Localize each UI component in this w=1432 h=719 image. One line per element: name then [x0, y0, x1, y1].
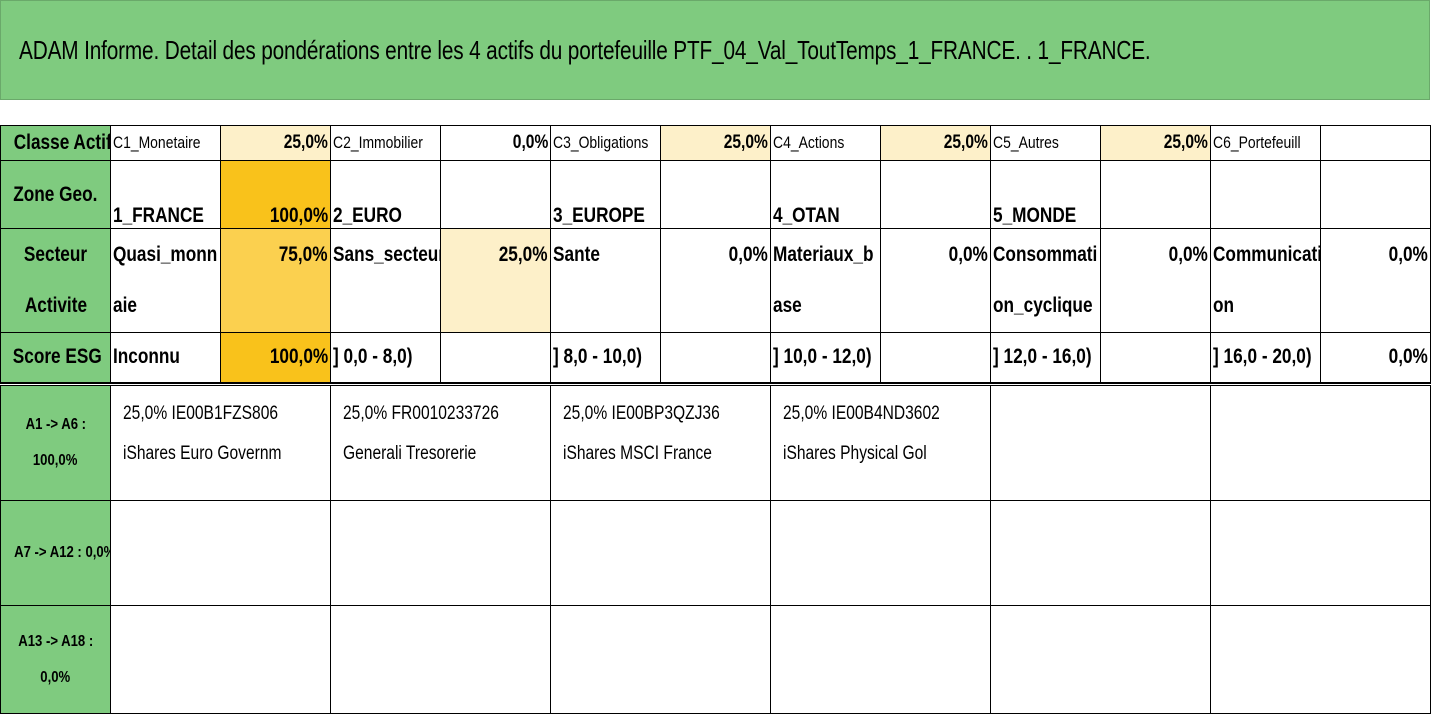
asset-cell-empty	[330, 500, 551, 606]
report-title-bar: ADAM Informe. Detail des pondérations en…	[0, 0, 1430, 100]
cell-classe-pct	[1320, 125, 1431, 161]
cell-zone-name: 2_EURO	[330, 160, 441, 229]
asset-group-row: A1 -> A6 :100,0% 25,0% IE00B1FZS806 iShar…	[0, 385, 1431, 501]
asset-cell-empty	[1210, 385, 1431, 501]
asset-cell-empty	[330, 605, 551, 714]
cell-secteur-pct: 0,0%	[880, 228, 991, 333]
row-label-classe-actif: Classe Actif	[0, 125, 111, 161]
cell-zone-pct	[880, 160, 991, 229]
cell-esg-pct	[660, 332, 771, 383]
cell-classe-name: C4_Actions	[770, 125, 881, 161]
cell-secteur-name: Communicati on	[1210, 228, 1321, 333]
cell-esg-name: ] 16,0 - 20,0)	[1210, 332, 1321, 383]
cell-zone-name: 1_FRANCE	[110, 160, 221, 229]
asset-cell: 25,0% IE00BP3QZJ36 iShares MSCI France	[550, 385, 771, 501]
asset-group-label: A1 -> A6 :100,0%	[0, 385, 111, 501]
cell-esg-pct	[1100, 332, 1211, 383]
cell-zone-pct	[440, 160, 551, 229]
asset-cell-empty	[1210, 500, 1431, 606]
row-zone-geo: Zone Geo. 1_FRANCE 100,0% 2_EURO 3_EUROP…	[0, 160, 1431, 229]
asset-cell-empty	[990, 605, 1211, 714]
row-label-secteur: Secteur Activite	[0, 228, 111, 333]
cell-zone-name: 5_MONDE	[990, 160, 1101, 229]
asset-cell-empty	[990, 385, 1211, 501]
cell-secteur-pct: 0,0%	[1100, 228, 1211, 333]
cell-classe-pct: 25,0%	[220, 125, 331, 161]
asset-cell: 25,0% IE00B1FZS806 iShares Euro Governm	[110, 385, 331, 501]
cell-secteur-name: Materiaux_b ase	[770, 228, 881, 333]
weights-summary-table: Classe Actif C1_Monetaire 25,0% C2_Immob…	[0, 125, 1431, 384]
asset-cell-empty	[550, 605, 771, 714]
cell-secteur-name: Consommati on_cyclique	[990, 228, 1101, 333]
asset-group-label: A13 -> A18 :0,0%	[0, 605, 111, 714]
row-score-esg: Score ESG Inconnu 100,0% ] 0,0 - 8,0) ] …	[0, 332, 1431, 383]
cell-classe-name: C2_Immobilier	[330, 125, 441, 161]
cell-esg-name: ] 10,0 - 12,0)	[770, 332, 881, 383]
asset-cell-empty	[770, 500, 991, 606]
cell-zone-pct	[1320, 160, 1431, 229]
cell-classe-pct: 25,0%	[880, 125, 991, 161]
asset-cell-empty	[990, 500, 1211, 606]
cell-esg-pct	[880, 332, 991, 383]
cell-esg-name: ] 12,0 - 16,0)	[990, 332, 1101, 383]
cell-secteur-pct: 75,0%	[220, 228, 331, 333]
cell-zone-name: 4_OTAN	[770, 160, 881, 229]
cell-secteur-name: Sans_secteur	[330, 228, 441, 333]
cell-esg-name: ] 8,0 - 10,0)	[550, 332, 661, 383]
cell-secteur-name: Quasi_monn aie	[110, 228, 221, 333]
cell-zone-pct: 100,0%	[220, 160, 331, 229]
row-label-score-esg: Score ESG	[0, 332, 111, 383]
cell-zone-pct	[1100, 160, 1211, 229]
asset-cell-empty	[110, 605, 331, 714]
asset-cell-empty	[550, 500, 771, 606]
asset-cell-empty	[1210, 605, 1431, 714]
asset-cell: 25,0% IE00B4ND3602 iShares Physical Gol	[770, 385, 991, 501]
cell-esg-name: Inconnu	[110, 332, 221, 383]
cell-classe-pct: 25,0%	[660, 125, 771, 161]
cell-secteur-pct: 0,0%	[660, 228, 771, 333]
cell-zone-name: 3_EUROPE	[550, 160, 661, 229]
asset-group-label: A7 -> A12 : 0,0%	[0, 500, 111, 606]
cell-classe-name: C6_Portefeuill	[1210, 125, 1321, 161]
asset-group-row: A13 -> A18 :0,0%	[0, 605, 1431, 714]
asset-group-row: A7 -> A12 : 0,0%	[0, 500, 1431, 606]
asset-cell-empty	[770, 605, 991, 714]
report-title: ADAM Informe. Detail des pondérations en…	[19, 34, 1151, 65]
asset-detail-table: A1 -> A6 :100,0% 25,0% IE00B1FZS806 iShar…	[0, 385, 1431, 714]
asset-cell-empty	[110, 500, 331, 606]
row-secteur-activite: Secteur Activite Quasi_monn aie 75,0% Sans…	[0, 228, 1431, 333]
cell-esg-pct: 100,0%	[220, 332, 331, 383]
cell-zone-name	[1210, 160, 1321, 229]
cell-classe-pct: 25,0%	[1100, 125, 1211, 161]
cell-zone-pct	[660, 160, 771, 229]
cell-esg-name: ] 0,0 - 8,0)	[330, 332, 441, 383]
cell-esg-pct	[440, 332, 551, 383]
cell-classe-pct: 0,0%	[440, 125, 551, 161]
cell-classe-name: C1_Monetaire	[110, 125, 221, 161]
cell-classe-name: C3_Obligations	[550, 125, 661, 161]
cell-secteur-pct: 25,0%	[440, 228, 551, 333]
cell-secteur-name: Sante	[550, 228, 661, 333]
row-classe-actif: Classe Actif C1_Monetaire 25,0% C2_Immob…	[0, 125, 1431, 161]
asset-cell: 25,0% FR0010233726 Generali Tresorerie	[330, 385, 551, 501]
cell-classe-name: C5_Autres	[990, 125, 1101, 161]
cell-esg-pct: 0,0%	[1320, 332, 1431, 383]
row-label-zone-geo: Zone Geo.	[0, 160, 111, 229]
cell-secteur-pct: 0,0%	[1320, 228, 1431, 333]
